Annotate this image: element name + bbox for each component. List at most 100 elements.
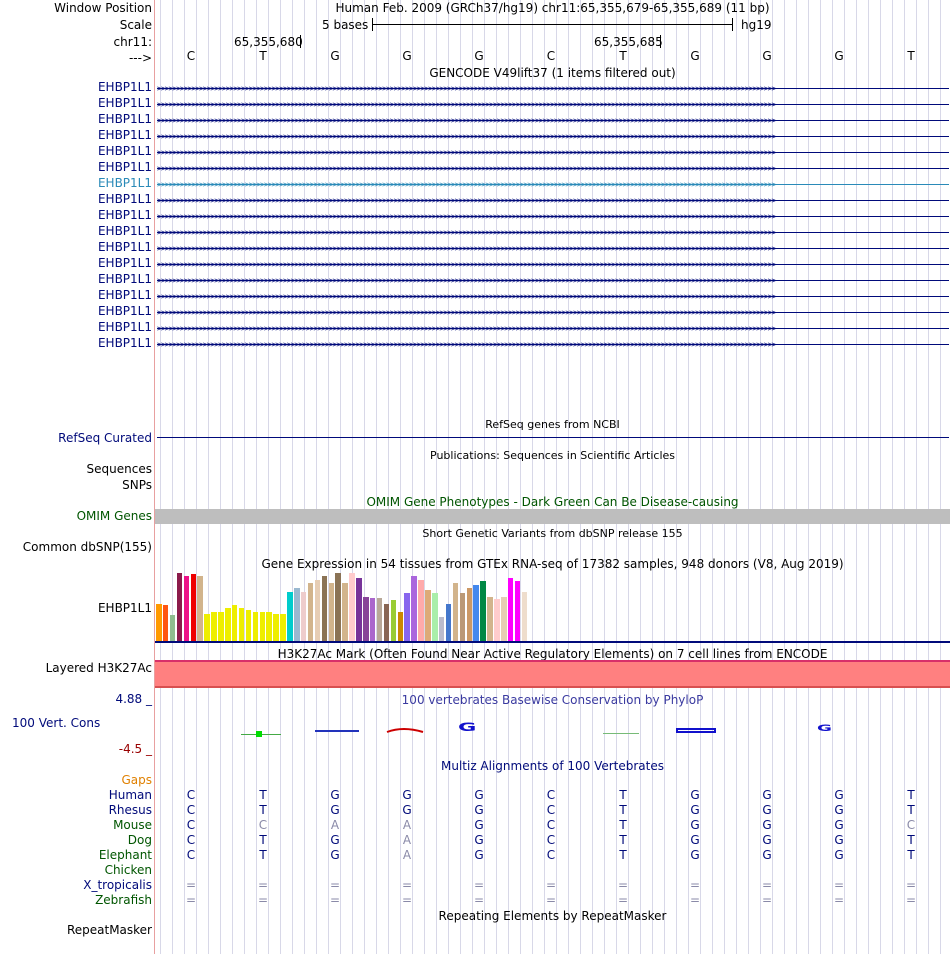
gtex-tissue-bar[interactable] — [432, 593, 438, 641]
gtex-tissue-bar[interactable] — [452, 583, 459, 641]
species-label[interactable]: Mouse — [113, 818, 152, 832]
gtex-tissue-bar[interactable] — [287, 592, 293, 641]
species-label[interactable]: Dog — [127, 833, 152, 847]
gtex-tissue-bar[interactable] — [390, 600, 397, 641]
phylop-logo[interactable]: G G — [155, 718, 950, 740]
gencode-gene-label[interactable]: EHBP1L1 — [97, 304, 152, 318]
gtex-tissue-bar[interactable] — [190, 574, 196, 641]
gencode-transcript[interactable]: >>>>>>>>>>>>>>>>>>>>>>>>>>>>>>>>>>>>>>>>… — [157, 340, 949, 349]
gtex-tissue-bar[interactable] — [501, 597, 507, 641]
gtex-tissue-bar[interactable] — [494, 599, 500, 641]
gtex-tissue-bar[interactable] — [176, 573, 183, 641]
h3k27ac-label[interactable]: Layered H3K27Ac — [45, 661, 152, 675]
gtex-tissue-bar[interactable] — [480, 581, 486, 641]
gtex-tissue-bar[interactable] — [314, 580, 321, 641]
gtex-tissue-bar[interactable] — [252, 612, 259, 641]
gencode-gene-label[interactable]: EHBP1L1 — [97, 80, 152, 94]
gtex-tissue-bar[interactable] — [335, 573, 341, 641]
gencode-gene-label[interactable]: EHBP1L1 — [97, 336, 152, 350]
species-label[interactable]: Rhesus — [108, 803, 152, 817]
h3k27ac-signal[interactable] — [155, 662, 950, 686]
gencode-gene-label[interactable]: EHBP1L1 — [97, 128, 152, 142]
gtex-tissue-bar[interactable] — [238, 608, 245, 641]
gtex-tissue-bar[interactable] — [259, 612, 265, 641]
refseq-label[interactable]: RefSeq Curated — [58, 431, 152, 445]
omim-feature-bar[interactable] — [155, 509, 950, 524]
snps-label[interactable]: SNPs — [122, 478, 152, 492]
gtex-tissue-bar[interactable] — [376, 598, 383, 641]
gtex-tissue-bar[interactable] — [162, 605, 169, 641]
gencode-transcript[interactable]: >>>>>>>>>>>>>>>>>>>>>>>>>>>>>>>>>>>>>>>>… — [157, 196, 949, 205]
gtex-tissue-bar[interactable] — [507, 578, 514, 641]
gtex-tissue-bar[interactable] — [204, 614, 210, 641]
track-image[interactable]: Human Feb. 2009 (GRCh37/hg19) chr11:65,3… — [155, 0, 950, 954]
gtex-tissue-bar[interactable] — [342, 583, 348, 641]
gtex-tissue-bar[interactable] — [225, 608, 231, 641]
gencode-transcript[interactable]: >>>>>>>>>>>>>>>>>>>>>>>>>>>>>>>>>>>>>>>>… — [157, 260, 949, 269]
gencode-gene-label[interactable]: EHBP1L1 — [97, 192, 152, 206]
dbsnp-label[interactable]: Common dbSNP(155) — [22, 540, 152, 554]
gencode-transcript[interactable]: >>>>>>>>>>>>>>>>>>>>>>>>>>>>>>>>>>>>>>>>… — [157, 100, 949, 109]
gencode-gene-label[interactable]: EHBP1L1 — [97, 224, 152, 238]
gtex-tissue-bar[interactable] — [328, 583, 334, 641]
gtex-tissue-bar[interactable] — [245, 610, 252, 641]
gtex-tissue-bar[interactable] — [197, 576, 203, 641]
gencode-transcript[interactable]: >>>>>>>>>>>>>>>>>>>>>>>>>>>>>>>>>>>>>>>>… — [157, 244, 949, 253]
gencode-transcript[interactable]: >>>>>>>>>>>>>>>>>>>>>>>>>>>>>>>>>>>>>>>>… — [157, 164, 949, 173]
gtex-tissue-bar[interactable] — [521, 592, 528, 641]
repeatmasker-label[interactable]: RepeatMasker — [66, 923, 152, 937]
gtex-tissue-bar[interactable] — [487, 597, 493, 641]
gencode-gene-label[interactable]: EHBP1L1 — [97, 160, 152, 174]
gtex-tissue-bar[interactable] — [369, 598, 376, 641]
species-label[interactable]: Human — [108, 788, 152, 802]
sequences-label[interactable]: Sequences — [86, 462, 152, 476]
gtex-tissue-bar[interactable] — [218, 612, 224, 641]
gtex-tissue-bar[interactable] — [356, 578, 362, 641]
gtex-tissue-bar[interactable] — [383, 604, 390, 641]
gencode-gene-label[interactable]: EHBP1L1 — [97, 208, 152, 222]
gtex-tissue-bar[interactable] — [411, 576, 417, 641]
gtex-tissue-bar[interactable] — [418, 580, 424, 641]
gtex-tissue-bar[interactable] — [266, 612, 272, 641]
gencode-gene-label[interactable]: EHBP1L1 — [97, 144, 152, 158]
gtex-tissue-bar[interactable] — [425, 590, 431, 641]
gencode-transcript[interactable]: >>>>>>>>>>>>>>>>>>>>>>>>>>>>>>>>>>>>>>>>… — [157, 212, 949, 221]
gtex-tissue-bar[interactable] — [156, 604, 162, 641]
gencode-gene-label[interactable]: EHBP1L1 — [97, 320, 152, 334]
gencode-gene-label[interactable]: EHBP1L1 — [97, 240, 152, 254]
gencode-gene-label[interactable]: EHBP1L1 — [97, 112, 152, 126]
gencode-gene-label[interactable]: EHBP1L1 — [97, 288, 152, 302]
species-label[interactable]: Gaps — [121, 773, 152, 787]
gtex-tissue-bar[interactable] — [363, 597, 369, 641]
species-label[interactable]: Elephant — [98, 848, 152, 862]
gtex-tissue-bar[interactable] — [211, 612, 217, 641]
gtex-tissue-bar[interactable] — [466, 588, 472, 641]
gencode-transcript[interactable]: >>>>>>>>>>>>>>>>>>>>>>>>>>>>>>>>>>>>>>>>… — [157, 276, 949, 285]
gtex-tissue-bar[interactable] — [397, 612, 403, 641]
gtex-tissue-bar[interactable] — [307, 583, 314, 641]
gtex-tissue-bar[interactable] — [300, 592, 307, 641]
gtex-tissue-bar[interactable] — [514, 581, 521, 641]
gencode-transcript[interactable]: >>>>>>>>>>>>>>>>>>>>>>>>>>>>>>>>>>>>>>>>… — [157, 324, 949, 333]
gencode-gene-label[interactable]: EHBP1L1 — [97, 256, 152, 270]
gencode-gene-label[interactable]: EHBP1L1 — [97, 272, 152, 286]
gtex-tissue-bar[interactable] — [445, 604, 452, 641]
gencode-transcript[interactable]: >>>>>>>>>>>>>>>>>>>>>>>>>>>>>>>>>>>>>>>>… — [157, 148, 949, 157]
gencode-transcript[interactable]: >>>>>>>>>>>>>>>>>>>>>>>>>>>>>>>>>>>>>>>>… — [157, 292, 949, 301]
gencode-transcript[interactable]: >>>>>>>>>>>>>>>>>>>>>>>>>>>>>>>>>>>>>>>>… — [157, 116, 949, 125]
gtex-label[interactable]: EHBP1L1 — [97, 601, 152, 615]
species-label[interactable]: X_tropicalis — [83, 878, 152, 892]
gtex-tissue-bar[interactable] — [473, 585, 479, 641]
species-label[interactable]: Zebrafish — [95, 893, 152, 907]
gtex-tissue-bar[interactable] — [169, 615, 176, 641]
gencode-transcript[interactable]: >>>>>>>>>>>>>>>>>>>>>>>>>>>>>>>>>>>>>>>>… — [157, 84, 949, 93]
phylop-label[interactable]: 100 Vert. Cons — [12, 716, 101, 730]
gencode-gene-label[interactable]: EHBP1L1 — [97, 176, 152, 190]
gencode-gene-label[interactable]: EHBP1L1 — [97, 96, 152, 110]
gtex-tissue-bar[interactable] — [294, 588, 300, 641]
gtex-tissue-bar[interactable] — [349, 573, 355, 641]
gtex-tissue-bar[interactable] — [183, 576, 190, 641]
gtex-tissue-bar[interactable] — [273, 614, 279, 641]
gtex-tissue-bar[interactable] — [438, 617, 445, 641]
gtex-tissue-bar[interactable] — [321, 576, 328, 641]
